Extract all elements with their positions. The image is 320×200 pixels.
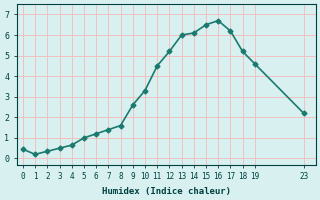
X-axis label: Humidex (Indice chaleur): Humidex (Indice chaleur) [102,187,231,196]
